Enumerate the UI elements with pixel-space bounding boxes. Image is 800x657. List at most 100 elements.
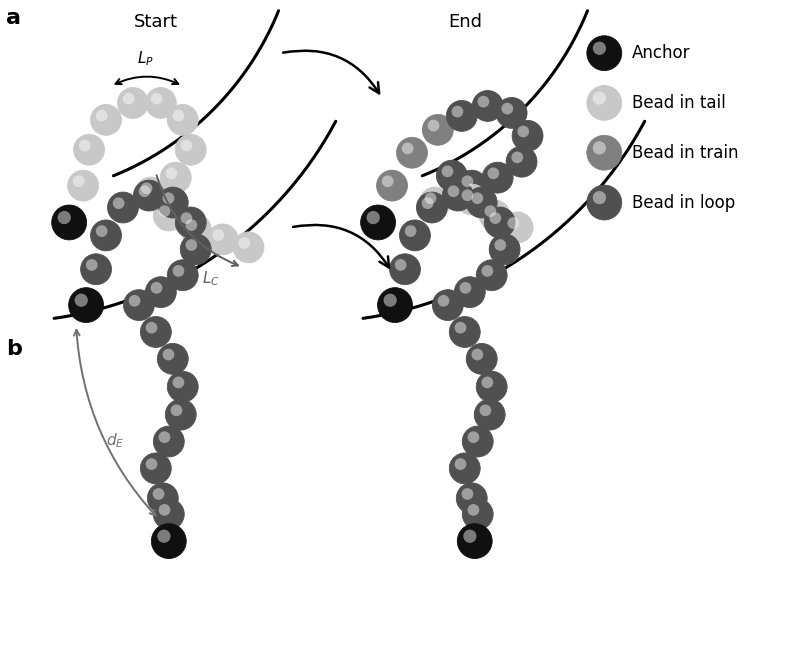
Circle shape	[146, 458, 158, 470]
Circle shape	[382, 175, 394, 187]
Circle shape	[471, 349, 483, 361]
Circle shape	[463, 530, 477, 543]
Circle shape	[490, 212, 501, 224]
Circle shape	[593, 141, 606, 154]
Circle shape	[233, 232, 264, 263]
Circle shape	[181, 212, 192, 224]
Circle shape	[81, 254, 111, 284]
Text: b: b	[6, 339, 22, 359]
Circle shape	[422, 197, 434, 209]
Circle shape	[107, 192, 138, 223]
Circle shape	[402, 143, 414, 154]
Circle shape	[448, 185, 459, 197]
Circle shape	[141, 317, 171, 348]
Circle shape	[459, 282, 471, 294]
Circle shape	[150, 93, 162, 104]
Circle shape	[86, 259, 98, 271]
Circle shape	[506, 147, 537, 177]
Circle shape	[181, 139, 192, 151]
Circle shape	[422, 114, 454, 145]
Circle shape	[479, 405, 491, 416]
Circle shape	[390, 254, 421, 284]
Circle shape	[399, 220, 430, 251]
Circle shape	[456, 483, 487, 514]
Circle shape	[467, 504, 479, 516]
Circle shape	[162, 349, 174, 361]
Circle shape	[158, 344, 188, 374]
Circle shape	[186, 239, 198, 251]
Circle shape	[593, 91, 606, 104]
Circle shape	[135, 177, 166, 208]
Circle shape	[485, 205, 496, 217]
Circle shape	[74, 134, 105, 165]
Circle shape	[511, 152, 523, 163]
Circle shape	[479, 200, 510, 231]
Circle shape	[73, 175, 85, 187]
Circle shape	[158, 530, 170, 543]
Circle shape	[141, 453, 171, 484]
Circle shape	[482, 376, 494, 388]
Circle shape	[173, 265, 184, 277]
Circle shape	[462, 189, 474, 201]
Text: Start: Start	[134, 13, 178, 32]
Circle shape	[138, 185, 150, 197]
Circle shape	[52, 205, 86, 240]
Circle shape	[458, 524, 492, 558]
Circle shape	[167, 371, 198, 402]
Circle shape	[383, 294, 397, 307]
Circle shape	[122, 93, 134, 104]
Circle shape	[154, 499, 184, 530]
Circle shape	[478, 96, 490, 108]
Circle shape	[69, 288, 103, 323]
Circle shape	[113, 197, 125, 209]
Circle shape	[442, 166, 454, 177]
Circle shape	[146, 322, 158, 334]
Circle shape	[150, 282, 162, 294]
Circle shape	[146, 277, 176, 307]
Circle shape	[394, 259, 406, 271]
Circle shape	[476, 260, 507, 290]
Circle shape	[90, 220, 122, 251]
Circle shape	[173, 110, 184, 122]
Circle shape	[158, 187, 188, 218]
Circle shape	[474, 399, 505, 430]
Circle shape	[366, 211, 380, 224]
Circle shape	[79, 139, 90, 151]
Circle shape	[502, 102, 513, 114]
Circle shape	[496, 97, 527, 128]
Circle shape	[518, 125, 529, 137]
Circle shape	[238, 237, 250, 249]
Circle shape	[180, 214, 211, 245]
Circle shape	[436, 160, 467, 191]
Circle shape	[186, 219, 198, 231]
Circle shape	[167, 104, 198, 135]
Circle shape	[467, 432, 479, 443]
Circle shape	[446, 101, 478, 131]
Circle shape	[489, 234, 520, 265]
Text: a: a	[6, 9, 22, 28]
Circle shape	[175, 134, 206, 165]
Circle shape	[454, 458, 466, 470]
Circle shape	[154, 426, 184, 457]
Circle shape	[166, 168, 178, 179]
Circle shape	[450, 453, 480, 484]
Circle shape	[466, 187, 497, 218]
Circle shape	[466, 344, 497, 374]
Circle shape	[454, 277, 486, 307]
Circle shape	[462, 426, 493, 457]
Circle shape	[450, 317, 480, 348]
Text: $L_P$: $L_P$	[138, 49, 154, 68]
Circle shape	[74, 294, 88, 307]
Circle shape	[158, 504, 170, 516]
Circle shape	[58, 211, 71, 224]
Circle shape	[134, 180, 164, 211]
Circle shape	[207, 224, 238, 255]
Circle shape	[175, 207, 206, 238]
Circle shape	[167, 260, 198, 290]
Circle shape	[118, 87, 148, 118]
Circle shape	[173, 376, 184, 388]
Circle shape	[419, 187, 450, 218]
Circle shape	[162, 193, 174, 204]
Circle shape	[213, 229, 224, 241]
Circle shape	[158, 205, 170, 217]
